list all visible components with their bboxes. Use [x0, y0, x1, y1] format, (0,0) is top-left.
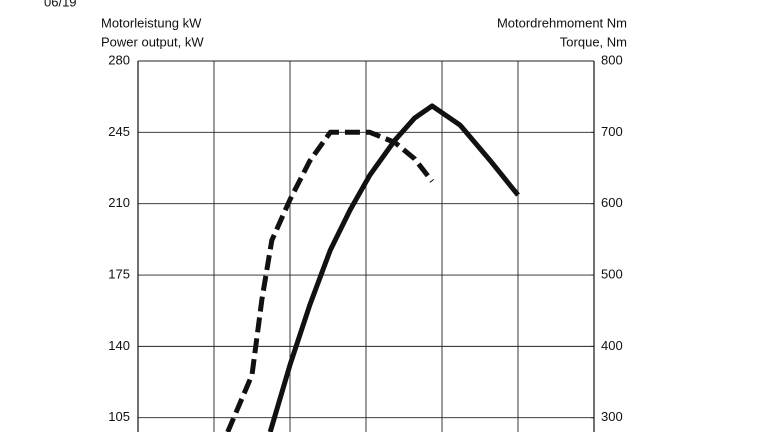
power-line	[225, 129, 435, 432]
torque-line	[267, 103, 520, 432]
y2-tick-label: 800	[601, 52, 623, 67]
y-tick-label: 210	[108, 195, 130, 210]
date-label: 06/19	[44, 0, 77, 9]
y2-tick-label: 300	[601, 409, 623, 424]
y-tick-label: 245	[108, 124, 130, 139]
y2-tick-label: 700	[601, 124, 623, 139]
y-tick-label: 140	[108, 338, 130, 353]
y2-tick-label: 400	[601, 338, 623, 353]
y-axis-label: Power output, kW	[101, 34, 204, 49]
y2-tick-label: 500	[601, 266, 623, 281]
y-tick-label: 105	[108, 409, 130, 424]
y2-axis-label: Motordrehmoment Nm	[497, 15, 627, 30]
y2-tick-label: 600	[601, 195, 623, 210]
y-tick-label: 280	[108, 52, 130, 67]
y-axis-label: Motorleistung kW	[101, 15, 202, 30]
y-tick-label: 175	[108, 266, 130, 281]
y2-axis-label: Torque, Nm	[560, 34, 627, 49]
